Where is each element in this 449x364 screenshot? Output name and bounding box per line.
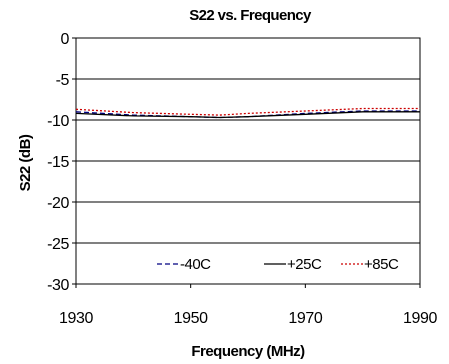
series-line-1	[75, 111, 420, 119]
y-tick-label: -25	[47, 236, 69, 253]
series-lines	[75, 107, 420, 119]
y-tick-label: 0	[61, 31, 70, 48]
x-axis-label: Frequency (MHz)	[191, 343, 305, 360]
series-line-0	[75, 110, 420, 119]
legend-label: +25C	[287, 256, 322, 273]
x-tick-label: 1970	[288, 310, 322, 327]
y-tick-label: -5	[56, 72, 70, 89]
y-tick-label: -20	[47, 195, 69, 212]
series-line-2	[75, 107, 420, 116]
legend: -40C +25C +85C	[157, 256, 399, 273]
legend-label: +85C	[364, 256, 399, 273]
legend-label: -40C	[180, 256, 211, 273]
x-tick-label: 1990	[403, 310, 437, 327]
y-tick-labels: 0 -5 -10 -15 -20 -25 -30	[47, 31, 76, 294]
y-axis-label: S22 (dB)	[17, 134, 34, 191]
y-tick-label: -30	[47, 277, 69, 294]
chart-title: S22 vs. Frequency	[189, 7, 312, 24]
y-tick-label: -10	[47, 113, 69, 130]
x-tick-label: 1930	[59, 310, 93, 327]
x-tick-label: 1950	[174, 310, 208, 327]
x-tick-labels: 1930 1950 1970 1990	[59, 284, 438, 327]
grid-lines	[76, 78, 420, 244]
y-tick-label: -15	[47, 154, 69, 171]
